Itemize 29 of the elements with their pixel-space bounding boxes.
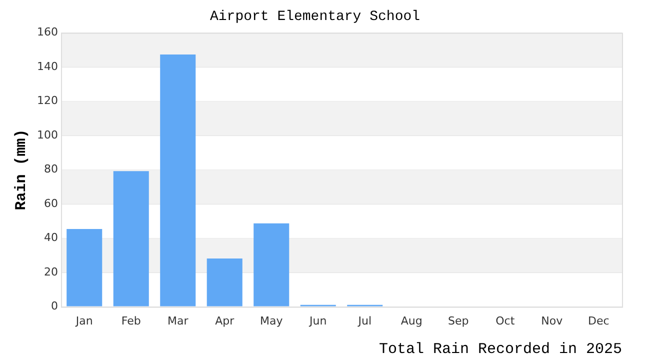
y-tick-label: 0 [50,300,58,313]
x-tick-label: Nov [541,314,564,328]
x-tick-label: Aug [400,314,422,328]
x-tick-label: Jan [74,314,93,328]
y-tick-label: 160 [36,26,58,39]
x-tick-label: Oct [496,314,516,328]
y-tick-label: 100 [36,128,58,142]
bar [113,171,149,306]
bar [160,54,196,306]
bar [66,229,102,306]
y-tick-label: 20 [44,265,58,278]
x-tick-label: Jun [308,314,327,328]
x-tick-label: May [260,314,284,328]
x-tick-label: Sep [448,314,469,328]
y-tick-label: 120 [36,94,58,108]
y-tick-label: 140 [36,60,58,73]
y-tick-label: 40 [44,231,58,244]
x-tick-label: Feb [121,314,141,328]
x-tick-label: Jul [357,314,372,328]
x-tick-label: Mar [167,314,189,328]
chart-title: Airport Elementary School [210,9,420,26]
y-tick-label: 80 [44,162,58,176]
x-axis-title: Total Rain Recorded in 2025 [378,340,622,358]
bar [206,258,242,306]
bar [254,223,290,306]
x-tick-label: Apr [215,314,235,328]
x-tick-label: Dec [588,314,610,328]
y-axis-title: Rain (mm) [12,129,30,210]
y-tick-label: 60 [44,196,58,210]
